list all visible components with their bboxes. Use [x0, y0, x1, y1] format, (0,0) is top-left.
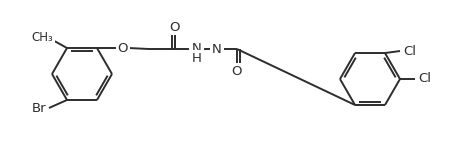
- Text: N: N: [192, 41, 202, 54]
- Text: O: O: [170, 21, 180, 33]
- Text: N: N: [212, 43, 222, 56]
- Text: Br: Br: [32, 103, 46, 116]
- Text: O: O: [118, 41, 128, 54]
- Text: H: H: [192, 51, 202, 65]
- Text: O: O: [232, 65, 242, 78]
- Text: CH₃: CH₃: [31, 30, 53, 43]
- Text: Cl: Cl: [403, 45, 417, 57]
- Text: Cl: Cl: [419, 73, 431, 86]
